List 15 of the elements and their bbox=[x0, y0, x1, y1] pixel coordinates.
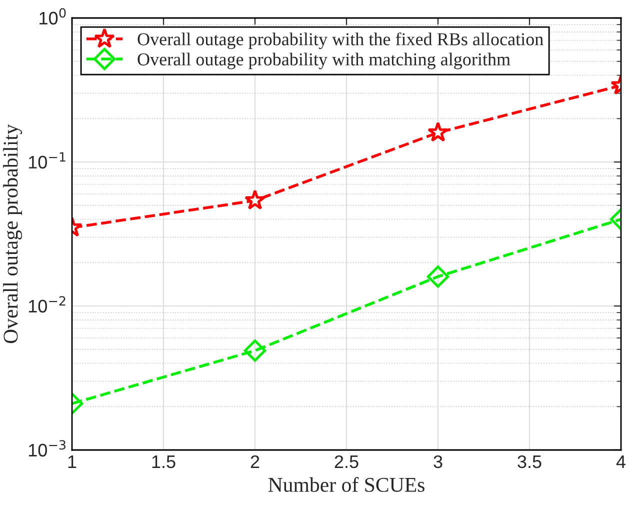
x-tick-label: 2.5 bbox=[334, 455, 358, 468]
y-tick-label: 10$^{−1}$ bbox=[28, 152, 66, 169]
x-axis-title: Number of SCUEs bbox=[268, 477, 424, 492]
x-tick-label: 2 bbox=[250, 455, 260, 468]
y-tick-label: 10$^{0}$ bbox=[40, 8, 66, 25]
x-tick-label: 4 bbox=[616, 456, 626, 468]
y-axis-title: Overall outage probability bbox=[3, 124, 22, 344]
y-tick-label: 10$^{−3}$ bbox=[28, 440, 66, 457]
legend-label: Overall outage probability with matching algorithm bbox=[138, 52, 510, 70]
legend-label: Overall outage probability with the fixed RBs allocation bbox=[138, 32, 544, 50]
x-tick-label: 1 bbox=[68, 456, 76, 468]
x-tick-label: 3 bbox=[434, 455, 442, 468]
y-tick-label: 10$^{−2}$ bbox=[28, 296, 66, 313]
x-tick-label: 1.5 bbox=[152, 456, 176, 468]
x-tick-label: 3.5 bbox=[518, 455, 542, 468]
